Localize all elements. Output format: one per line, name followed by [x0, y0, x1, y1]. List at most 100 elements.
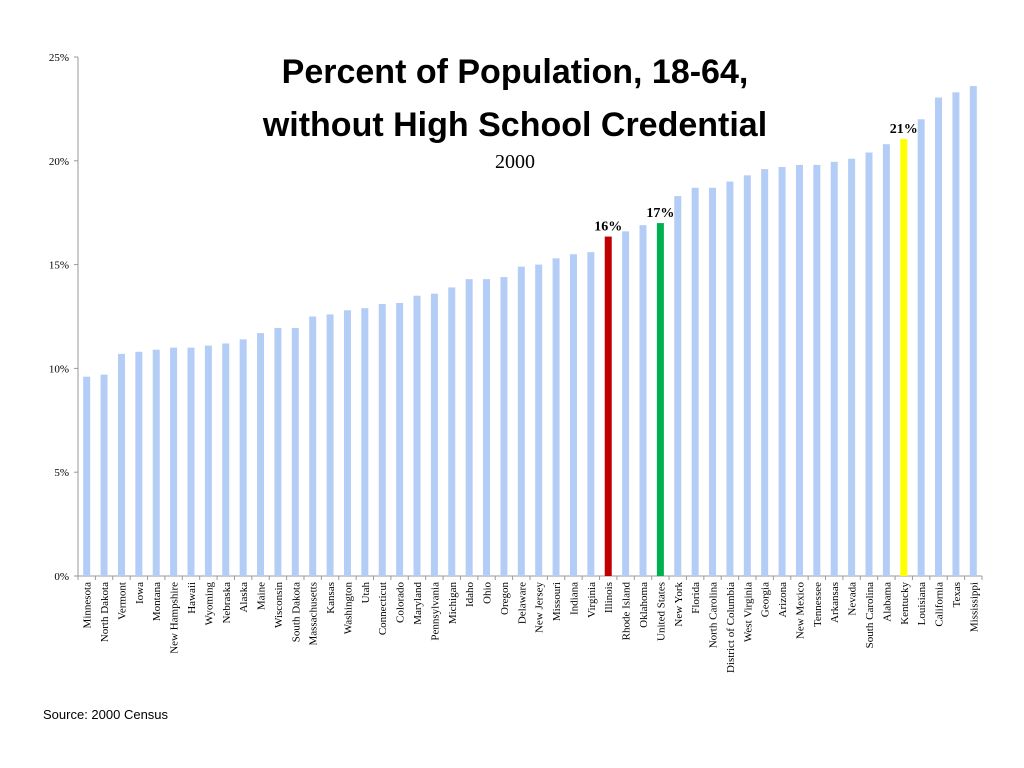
bar [552, 258, 560, 576]
x-tick-label: Ohio [482, 582, 494, 605]
bar [361, 308, 369, 576]
x-tick-label: Vermont [116, 582, 128, 620]
y-tick-label: 25% [49, 52, 69, 64]
x-tick-label: New York [673, 582, 685, 627]
x-tick-label: Nevada [847, 582, 859, 616]
x-tick-label: Indiana [568, 582, 580, 615]
x-tick-label: Washington [342, 582, 354, 635]
bar [639, 225, 647, 576]
bar [622, 231, 630, 576]
bar [170, 347, 178, 576]
bar [152, 349, 160, 576]
bar [848, 158, 856, 576]
bar [187, 347, 195, 576]
bar [309, 316, 317, 576]
bar [204, 345, 212, 576]
bar [935, 97, 943, 577]
bar [795, 164, 803, 576]
x-tick-label: Texas [951, 582, 963, 608]
bar [656, 223, 664, 576]
bar [239, 339, 247, 576]
bar [569, 254, 577, 576]
x-tick-label: District of Columbia [725, 582, 737, 673]
data-label: 21% [890, 122, 918, 137]
bar [726, 181, 734, 576]
bar [117, 353, 125, 576]
x-tick-label: Maryland [412, 582, 424, 625]
bar [674, 196, 682, 577]
source-note: Source: 2000 Census [43, 707, 169, 722]
bar [135, 351, 143, 576]
x-tick-label: Arizona [777, 582, 789, 618]
x-tick-label: Pennsylvania [429, 582, 441, 641]
plot-area: 0% 5% 10% 15% 20% 25% Minnesota North Dakota Ver… [49, 52, 983, 673]
y-tick-label: 10% [49, 363, 69, 375]
x-tick-label: Wyoming [203, 582, 215, 626]
x-tick-label: Montana [151, 582, 163, 621]
bar [709, 187, 717, 576]
bar [483, 279, 491, 576]
bar [430, 293, 438, 576]
bar [100, 374, 108, 576]
bar [778, 167, 786, 576]
x-tick-label: Hawaii [186, 582, 198, 614]
x-tick-label: Kansas [325, 582, 337, 614]
x-tick-label: Virginia [586, 582, 598, 618]
bar [882, 144, 890, 576]
bar [517, 266, 525, 576]
bar [917, 119, 925, 576]
bar [378, 304, 386, 576]
bar [257, 333, 265, 576]
x-tick-label: North Carolina [708, 582, 720, 648]
x-tick-label: Oklahoma [638, 582, 650, 628]
x-tick-label: Connecticut [377, 582, 389, 635]
x-tick-label: Georgia [760, 582, 772, 617]
x-tick-label: Wisconsin [273, 582, 285, 628]
x-tick-label: West Virginia [742, 582, 754, 642]
x-tick-label: Utah [360, 582, 372, 604]
x-tick-label: Missouri [551, 582, 563, 621]
x-tick-label: Alaska [238, 582, 250, 613]
chart-subtitle: 2000 [495, 151, 535, 173]
bar [274, 327, 282, 576]
y-tick-label: 15% [49, 260, 69, 272]
x-tick-label: Idaho [464, 582, 476, 608]
bar [969, 86, 977, 577]
bar [83, 376, 91, 576]
x-tick-label: Mississippi [968, 582, 980, 632]
bar [448, 287, 456, 576]
bar [813, 164, 821, 576]
bar [326, 314, 334, 576]
x-tick-label: Louisiana [916, 582, 928, 625]
x-tick-label: Minnesota [82, 582, 94, 629]
x-tick-label: Tennessee [812, 582, 824, 627]
x-tick-label: Kentucky [899, 582, 911, 625]
x-tick-label: North Dakota [99, 582, 111, 642]
bar [222, 343, 230, 576]
x-tick-label: Arkansas [829, 582, 841, 623]
bar [500, 277, 508, 576]
x-tick-label: Delaware [516, 582, 528, 624]
bar [900, 139, 908, 576]
bar [830, 161, 838, 576]
data-label: 17% [646, 206, 674, 221]
bar [465, 279, 473, 576]
bar [604, 236, 612, 576]
x-tick-label: South Carolina [864, 582, 876, 648]
x-tick-label: South Dakota [290, 582, 302, 642]
x-tick-label: Massachusetts [308, 582, 320, 646]
data-label: 16% [594, 220, 622, 235]
x-tick-label: United States [655, 582, 667, 641]
x-tick-label: Iowa [134, 582, 146, 604]
y-tick-label: 20% [49, 156, 69, 168]
x-tick-label: California [934, 582, 946, 627]
x-tick-label: Michigan [447, 582, 459, 625]
x-tick-label: New Mexico [794, 582, 806, 640]
bar [743, 175, 751, 576]
x-tick-label: Nebraska [221, 582, 233, 624]
bar [865, 152, 873, 576]
x-tick-label: Maine [256, 582, 268, 610]
x-tick-label: Rhode Island [621, 582, 633, 641]
x-tick-label: Florida [690, 582, 702, 614]
